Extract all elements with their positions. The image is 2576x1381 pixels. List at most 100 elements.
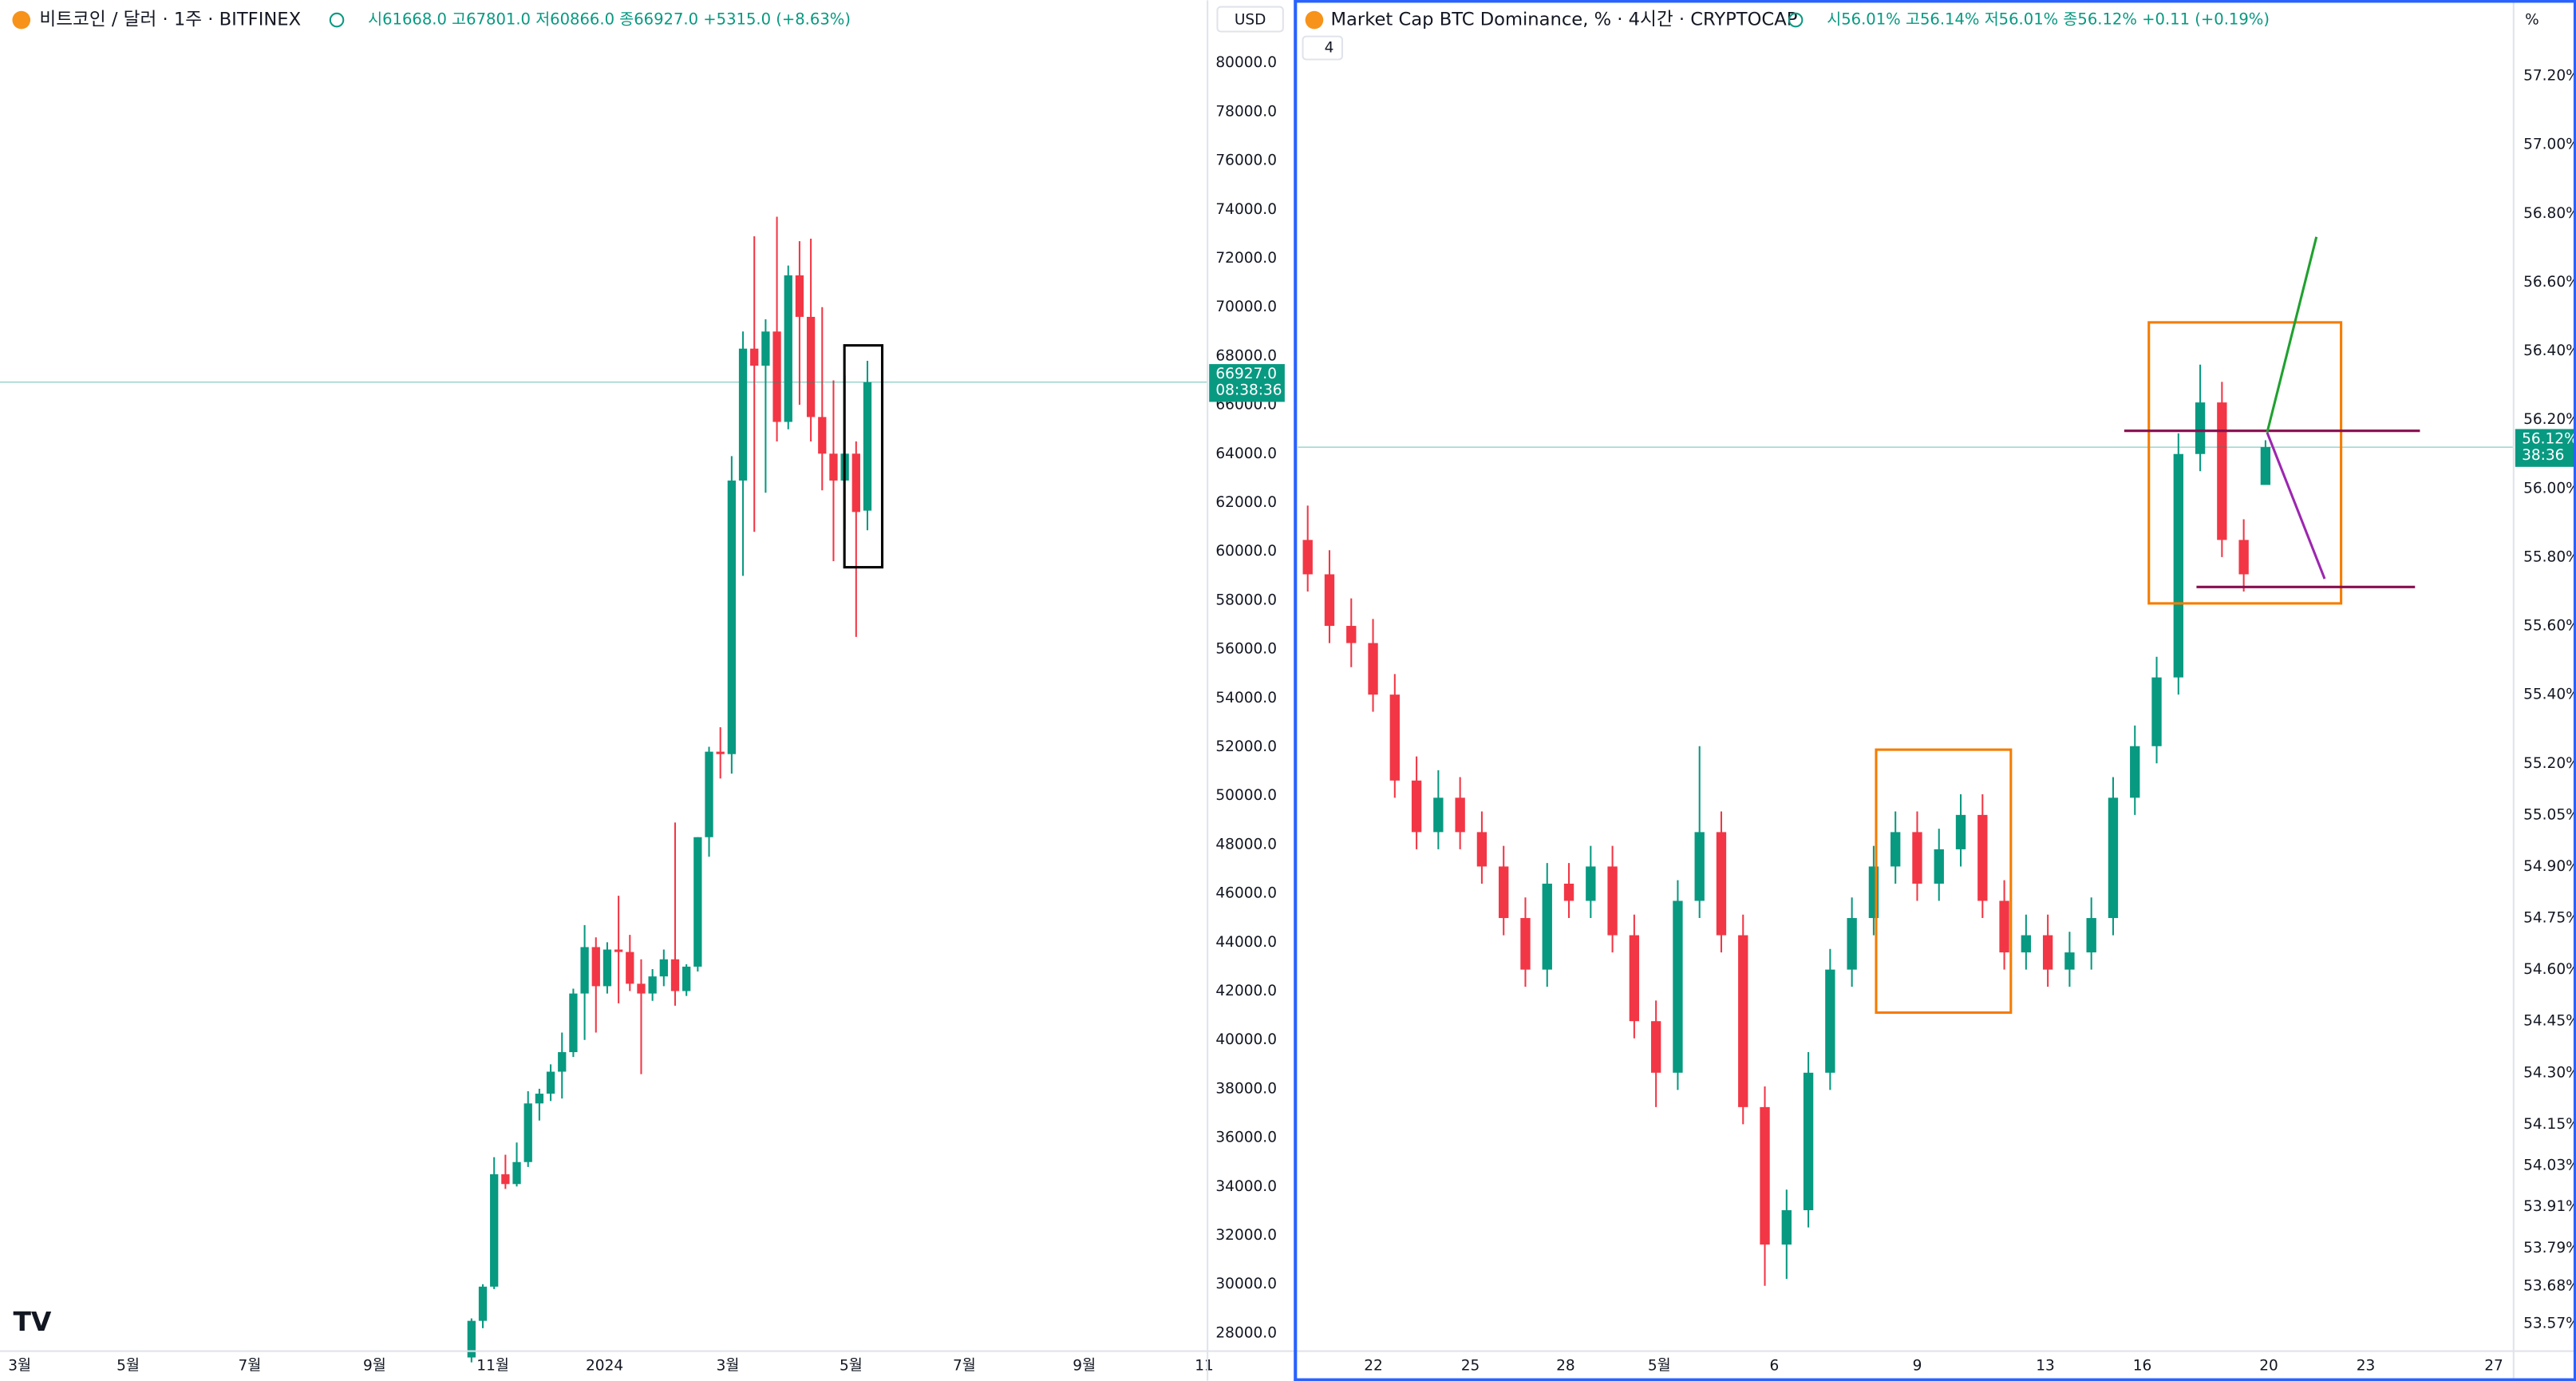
y-tick-label: 56000.0 bbox=[1215, 641, 1277, 658]
x-tick-label: 9월 bbox=[1073, 1358, 1096, 1375]
y-tick-label: 36000.0 bbox=[1215, 1130, 1277, 1146]
candle-body bbox=[1586, 866, 1596, 901]
candle-body bbox=[603, 949, 612, 987]
countdown-label: 38:36 bbox=[2522, 447, 2564, 464]
candle-body bbox=[648, 976, 657, 994]
candle-body bbox=[1499, 866, 1509, 919]
candle-body bbox=[1433, 797, 1444, 833]
candle-body bbox=[535, 1094, 544, 1104]
indicators-toggle[interactable] bbox=[1302, 35, 1343, 61]
symbol-title[interactable]: Market Cap BTC Dominance, % · 4시간 · CRYP… bbox=[1331, 10, 1798, 30]
x-tick-label: 6 bbox=[1769, 1358, 1779, 1375]
x-tick-label: 11월 bbox=[476, 1358, 509, 1375]
y-tick-label: 48000.0 bbox=[1215, 836, 1277, 853]
x-tick-label: 27 bbox=[2484, 1358, 2503, 1375]
y-tick-label: 54.30% bbox=[2523, 1064, 2576, 1081]
candle-body bbox=[1368, 643, 1378, 695]
candle-body bbox=[569, 993, 578, 1053]
y-tick-label: 56.80% bbox=[2523, 205, 2576, 222]
candle-body bbox=[1389, 694, 1400, 781]
price-badge bbox=[2515, 429, 2576, 467]
candle-body bbox=[1781, 1210, 1792, 1245]
candle-body bbox=[1847, 918, 1857, 970]
currency-label[interactable]: USD bbox=[1235, 12, 1266, 29]
x-tick-label: 7월 bbox=[953, 1358, 976, 1375]
unit-label[interactable]: % bbox=[2525, 12, 2539, 29]
y-tick-label: 54000.0 bbox=[1215, 690, 1277, 706]
price-label: 56.12% bbox=[2522, 430, 2576, 447]
candle-body bbox=[784, 275, 792, 422]
candle-body bbox=[1607, 866, 1618, 936]
y-tick-label: 78000.0 bbox=[1215, 103, 1277, 120]
candle-body bbox=[523, 1103, 532, 1162]
drawing-box bbox=[1875, 748, 2013, 1015]
left-pane: 80000.0 78000.0 76000.0 74000.0 72000.0 70000… bbox=[0, 54, 1285, 1375]
y-tick-label: 38000.0 bbox=[1215, 1080, 1277, 1097]
y-tick-label: 64000.0 bbox=[1215, 445, 1277, 462]
candle-body bbox=[2217, 402, 2227, 540]
indicators-count[interactable]: 4 bbox=[1325, 40, 1334, 57]
candle-body bbox=[580, 947, 589, 994]
countdown-label: 08:38:36 bbox=[1215, 382, 1282, 399]
candle-body bbox=[2130, 746, 2140, 798]
candle-body bbox=[1803, 1072, 1814, 1211]
y-tick-label: 53.68% bbox=[2523, 1277, 2576, 1294]
y-tick-label: 56.20% bbox=[2523, 411, 2576, 428]
y-tick-label: 28000.0 bbox=[1215, 1324, 1277, 1341]
y-tick-label: 52000.0 bbox=[1215, 738, 1277, 755]
y-tick-label: 80000.0 bbox=[1215, 54, 1277, 71]
candle-body bbox=[727, 480, 737, 754]
x-tick-label: 3월 bbox=[8, 1358, 31, 1375]
symbol-title[interactable]: 비트코인 / 달러 · 1주 · BITFINEX bbox=[39, 10, 301, 30]
drawing-line bbox=[2266, 236, 2318, 433]
candle-body bbox=[738, 348, 748, 481]
candle-body bbox=[670, 959, 680, 991]
x-tick-label: 16 bbox=[2133, 1358, 2152, 1375]
y-tick-label: 54.60% bbox=[2523, 961, 2576, 978]
candle-body bbox=[761, 331, 770, 366]
y-tick-label: 62000.0 bbox=[1215, 494, 1277, 511]
y-tick-label: 54.15% bbox=[2523, 1116, 2576, 1133]
x-tick-label: 9월 bbox=[363, 1358, 386, 1375]
candle-body bbox=[1999, 900, 2009, 953]
y-tick-label: 74000.0 bbox=[1215, 201, 1277, 218]
candle-body bbox=[1977, 814, 1988, 901]
y-tick-label: 55.05% bbox=[2523, 806, 2576, 823]
x-tick-label: 5월 bbox=[840, 1358, 863, 1375]
candle-body bbox=[1346, 626, 1357, 643]
candle-body bbox=[1825, 969, 1835, 1073]
y-tick-label: 53.79% bbox=[2523, 1240, 2576, 1256]
active-pane-frame bbox=[1294, 0, 2576, 1381]
candle-body bbox=[490, 1174, 499, 1287]
candle-body bbox=[1760, 1106, 1770, 1245]
candle-body bbox=[1411, 780, 1422, 833]
candle-body bbox=[1738, 935, 1748, 1107]
candle-body bbox=[1542, 883, 1552, 970]
y-tick-label: 70000.0 bbox=[1215, 299, 1277, 315]
candle-body bbox=[659, 959, 668, 977]
currency-button[interactable] bbox=[1216, 6, 1284, 33]
x-tick-label: 11 bbox=[1195, 1358, 1214, 1375]
candle-body bbox=[1476, 832, 1488, 867]
candle-body bbox=[1934, 849, 1944, 884]
candle-body bbox=[705, 751, 713, 837]
candle-body bbox=[806, 316, 816, 417]
candle-body bbox=[750, 348, 759, 366]
candle-body bbox=[851, 453, 860, 512]
y-tick-label: 58000.0 bbox=[1215, 592, 1277, 608]
candle-body bbox=[467, 1320, 476, 1358]
y-tick-label: 54.90% bbox=[2523, 858, 2576, 875]
y-tick-label: 40000.0 bbox=[1215, 1031, 1277, 1048]
x-tick-label: 13 bbox=[2036, 1358, 2055, 1375]
y-tick-label: 57.00% bbox=[2523, 137, 2576, 153]
candle-body bbox=[558, 1052, 567, 1072]
candle-body bbox=[1891, 832, 1901, 867]
y-tick-label: 44000.0 bbox=[1215, 934, 1277, 951]
ohlc-values: 시56.01% 고56.14% 저56.01% 종56.12% +0.11 (+… bbox=[1827, 10, 2270, 29]
candle-body bbox=[591, 947, 600, 987]
y-tick-label: 56.00% bbox=[2523, 480, 2576, 497]
candle-body bbox=[501, 1174, 510, 1185]
drawing-box bbox=[843, 344, 884, 569]
